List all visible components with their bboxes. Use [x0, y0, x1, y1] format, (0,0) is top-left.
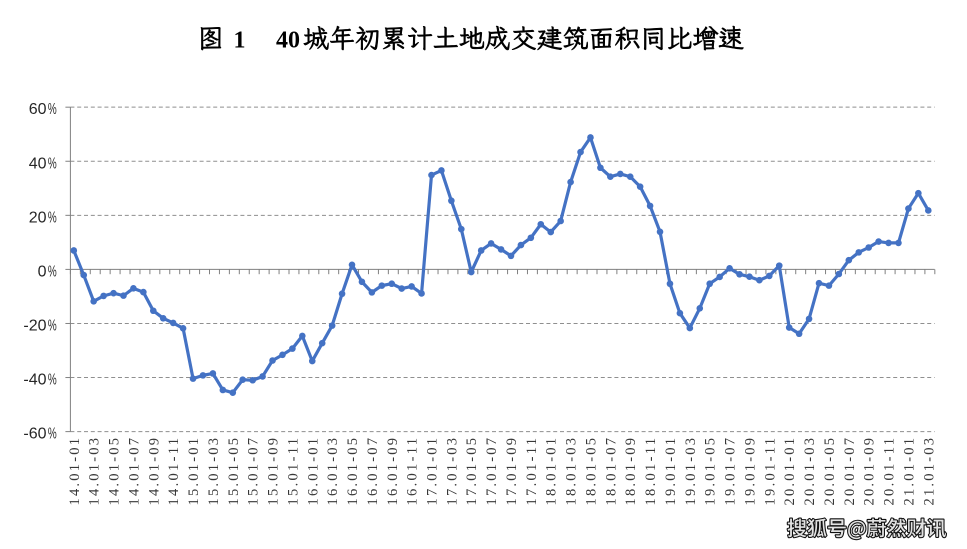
svg-text:%: % [48, 262, 57, 280]
svg-text:16.01-09: 16.01-09 [385, 438, 401, 506]
svg-text:17.01-09: 17.01-09 [504, 438, 520, 506]
svg-text:%: % [48, 316, 57, 334]
svg-text:20.01-07: 20.01-07 [842, 438, 858, 506]
svg-text:%: % [48, 208, 57, 226]
svg-text:-60: -60 [23, 426, 46, 443]
svg-text:15.01-07: 15.01-07 [246, 438, 262, 506]
svg-text:16.01-05: 16.01-05 [345, 438, 361, 506]
svg-text:14.01-01: 14.01-01 [67, 438, 83, 506]
svg-text:%: % [48, 424, 57, 442]
svg-text:16.01-01: 16.01-01 [305, 438, 321, 506]
svg-text:15.01-03: 15.01-03 [206, 438, 222, 506]
svg-text:18.01-11: 18.01-11 [643, 438, 659, 506]
svg-text:19.01-11: 19.01-11 [762, 438, 778, 506]
svg-text:14.01-09: 14.01-09 [146, 438, 162, 506]
svg-text:40: 40 [29, 155, 47, 172]
svg-text:15.01-01: 15.01-01 [186, 438, 202, 506]
svg-text:0: 0 [38, 263, 47, 280]
svg-text:20.01-01: 20.01-01 [782, 438, 798, 506]
svg-text:16.01-07: 16.01-07 [365, 438, 381, 506]
svg-text:17.01-11: 17.01-11 [524, 438, 540, 506]
svg-text:14.01-03: 14.01-03 [87, 438, 103, 506]
svg-text:19.01-07: 19.01-07 [723, 438, 739, 506]
svg-text:1: 1 [234, 28, 246, 54]
svg-text:%: % [48, 370, 57, 388]
svg-text:15.01-11: 15.01-11 [285, 438, 301, 506]
svg-text:20: 20 [29, 209, 47, 226]
svg-text:17.01-07: 17.01-07 [484, 438, 500, 506]
svg-text:40: 40 [276, 28, 300, 54]
svg-text:18.01-09: 18.01-09 [623, 438, 639, 506]
svg-text:-40: -40 [23, 372, 46, 389]
svg-text:20.01-11: 20.01-11 [882, 438, 898, 506]
svg-text:16.01-03: 16.01-03 [325, 438, 341, 506]
svg-text:18.01-07: 18.01-07 [603, 438, 619, 506]
svg-text:21.01-03: 21.01-03 [921, 438, 937, 506]
svg-text:18.01-05: 18.01-05 [583, 438, 599, 506]
svg-text:20.01-03: 20.01-03 [802, 438, 818, 506]
svg-text:14.01-07: 14.01-07 [126, 438, 142, 506]
svg-text:-20: -20 [23, 317, 46, 334]
svg-text:20.01-09: 20.01-09 [862, 438, 878, 506]
svg-text:15.01-05: 15.01-05 [226, 438, 242, 506]
svg-text:19.01-01: 19.01-01 [663, 438, 679, 506]
svg-text:%: % [48, 154, 57, 172]
svg-text:16.01-11: 16.01-11 [405, 438, 421, 506]
svg-text:21.01-01: 21.01-01 [901, 438, 917, 506]
svg-text:19.01-03: 19.01-03 [683, 438, 699, 506]
svg-text:18.01-01: 18.01-01 [544, 438, 560, 506]
svg-text:17.01-05: 17.01-05 [464, 438, 480, 506]
svg-text:20.01-05: 20.01-05 [822, 438, 838, 506]
svg-text:14.01-11: 14.01-11 [166, 438, 182, 506]
svg-text:19.01-05: 19.01-05 [703, 438, 719, 506]
svg-text:19.01-09: 19.01-09 [742, 438, 758, 506]
svg-text:17.01-01: 17.01-01 [425, 438, 441, 506]
svg-text:18.01-03: 18.01-03 [564, 438, 580, 506]
svg-text:60: 60 [29, 101, 47, 118]
svg-text:14.01-05: 14.01-05 [107, 438, 123, 506]
svg-text:15.01-09: 15.01-09 [266, 438, 282, 506]
svg-text:17.01-03: 17.01-03 [444, 438, 460, 506]
svg-text:%: % [48, 100, 57, 118]
